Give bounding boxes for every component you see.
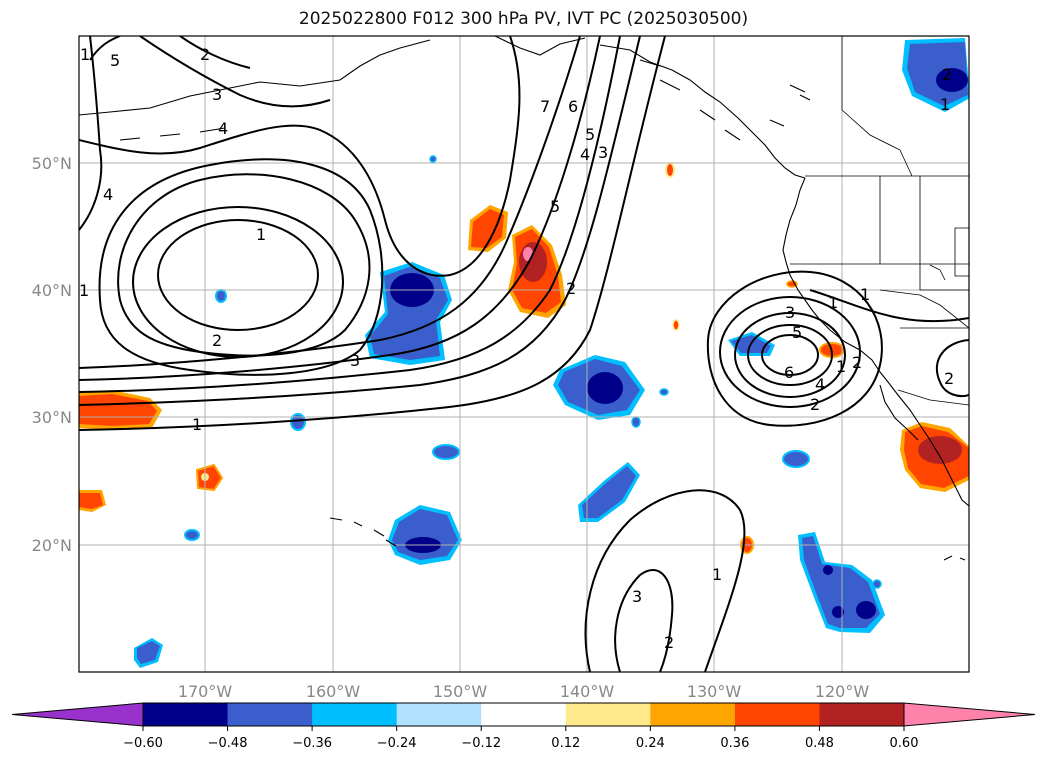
contour-label: 1 [860,285,870,304]
colorbar-tick-label: 0.12 [551,736,580,751]
map-title: 2025022800 F012 300 hPa PV, IVT PC (2025… [298,9,749,29]
contour-label: 4 [815,375,825,394]
positive-anomaly-north [468,205,508,252]
colorbar-cell [565,703,651,726]
contour-labels: 1 2 3 4 5 6 7 2 3 1 4 1 2 1 2 3 4 5 1 3 … [79,45,954,652]
ivt-contours [79,36,969,672]
negative-anomaly-small [134,155,882,668]
contour-label: 5 [792,323,802,342]
contour-label: 1 [192,415,202,434]
colorbar-under-arrow [11,702,144,727]
contour-label: 5 [550,197,560,216]
longitude-labels: 170°W 160°W 150°W 140°W 130°W 120°W [178,682,870,701]
pv-shading [79,38,969,668]
contour-label: 2 [200,45,210,64]
negative-anomaly-south-center [578,462,640,522]
map-frame [78,35,970,673]
colorbar-over-arrow [903,702,1036,727]
colorbar-tick-label: 0.36 [720,736,749,751]
colorbar-tick-label: −0.12 [461,736,501,751]
colorbar-tick-label: 0.48 [805,736,834,751]
contour-label: 5 [110,51,120,70]
colorbar-tick-label: −0.24 [377,736,417,751]
contour-label: 2 [852,353,862,372]
colorbar-cell [143,703,229,726]
colorbar-tick-label: 0.60 [890,736,919,751]
contour-label: 3 [632,587,642,606]
contour-label: 3 [350,351,360,370]
colorbar-tick-label: 0.24 [636,736,665,751]
contour-label: 1 [80,45,90,64]
lon-label-170w: 170°W [178,682,233,701]
colorbar-tick-label: −0.60 [123,736,163,751]
colorbar-cell [227,703,313,726]
colorbar: −0.60 −0.48 −0.36 −0.24 −0.12 0.12 0.24 0.36 0.4… [11,702,1036,751]
colorbar-cell [312,703,398,726]
latitude-labels: 50°N 40°N 30°N 20°N [32,154,72,555]
negative-anomaly-top-right [902,38,969,112]
positive-anomaly-small [195,162,845,554]
contour-label: 3 [785,303,795,322]
contour-label: 3 [212,85,222,104]
positive-anomaly-west [79,390,162,512]
contour-label: 3 [598,143,608,162]
borders [790,36,969,406]
lat-label-30n: 30°N [32,408,72,427]
lat-label-40n: 40°N [32,281,72,300]
colorbar-cell [481,703,567,726]
colorbar-tick-label: −0.48 [208,736,248,751]
colorbar-cell [396,703,482,726]
lon-label-120w: 120°W [815,682,870,701]
contour-label: 6 [568,97,578,116]
contour-label: 1 [256,225,266,244]
lon-label-150w: 150°W [433,682,488,701]
contour-label: 2 [566,279,576,298]
contour-label: 6 [784,363,794,382]
contour-label: 4 [103,185,113,204]
contour-label: 1 [79,281,89,300]
contour-label: 1 [940,95,950,114]
lat-label-50n: 50°N [32,154,72,173]
positive-anomaly-gulf [508,225,566,318]
negative-anomaly-hawaii [388,505,462,565]
contour-label: 2 [942,65,952,84]
contour-label: 1 [828,293,838,312]
colorbar-cell [650,703,736,726]
colorbar-cell [819,703,905,726]
lat-label-20n: 20°N [32,536,72,555]
lon-label-140w: 140°W [560,682,615,701]
lon-label-160w: 160°W [306,682,361,701]
contour-label: 4 [218,119,228,138]
contour-label: 2 [664,633,674,652]
colorbar-tick-label: −0.36 [292,736,332,751]
contour-label: 2 [810,395,820,414]
contour-label: 1 [712,565,722,584]
contour-label: 2 [212,331,222,350]
contour-label: 1 [836,357,846,376]
negative-anomaly-mid [553,355,645,420]
lon-label-130w: 130°W [687,682,742,701]
colorbar-cell [734,703,820,726]
contour-label: 7 [540,97,550,116]
contour-label: 2 [944,369,954,388]
contour-label: 5 [585,125,595,144]
contour-label: 4 [580,145,590,164]
